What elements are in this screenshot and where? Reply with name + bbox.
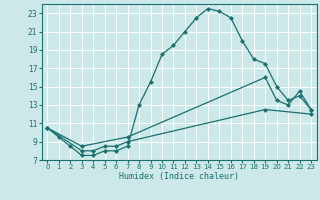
X-axis label: Humidex (Indice chaleur): Humidex (Indice chaleur): [119, 172, 239, 181]
